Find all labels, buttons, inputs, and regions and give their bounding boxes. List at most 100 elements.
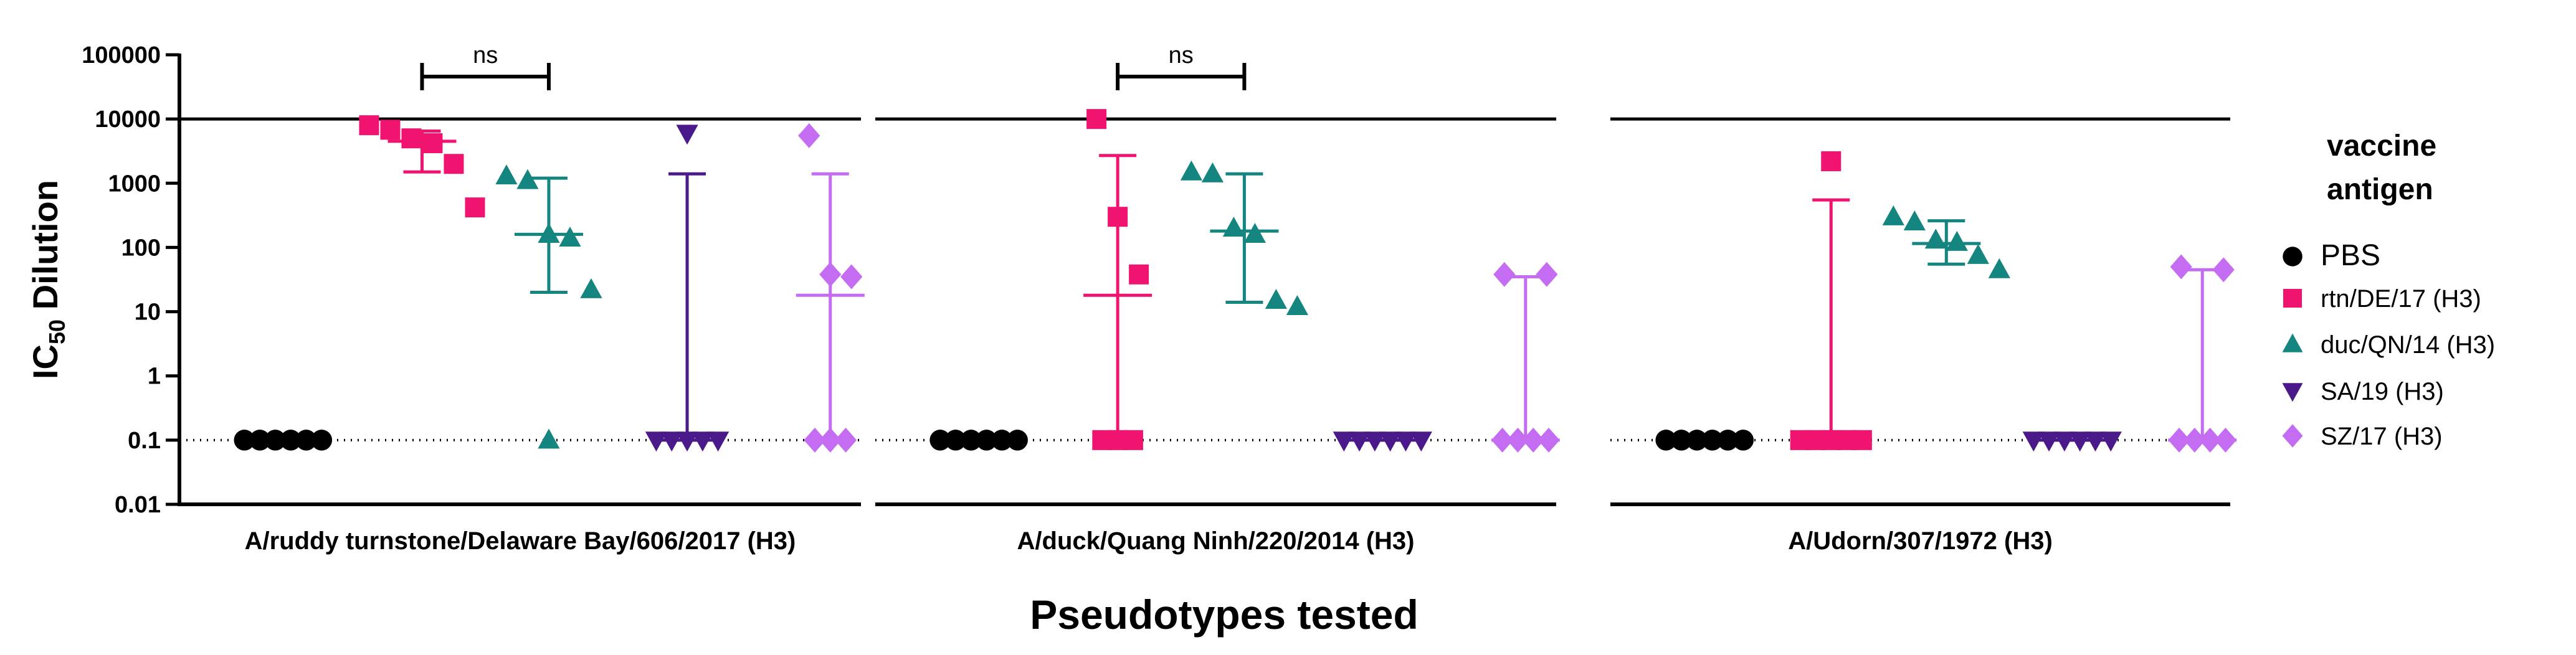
data-point: [295, 430, 317, 451]
data-point: [380, 120, 401, 140]
data-point: [2199, 427, 2222, 453]
data-point: [2099, 431, 2122, 452]
data-point: [1491, 427, 1514, 453]
data-point: [1655, 430, 1677, 451]
data-point: [1222, 216, 1245, 237]
data-point: [1129, 264, 1149, 285]
data-point: [2069, 431, 2091, 452]
data-point: [1536, 262, 1558, 287]
legend-title: vaccine: [2327, 130, 2436, 163]
data-point: [1180, 160, 1203, 181]
legend-label: rtn/DE/17 (H3): [2321, 285, 2481, 313]
data-point: [1821, 151, 1842, 171]
data-point: [2212, 257, 2235, 283]
y-tick-label: 0.01: [115, 492, 161, 518]
data-point: [1286, 295, 1309, 316]
data-point: [359, 115, 379, 136]
data-point: [1201, 162, 1224, 182]
significance-label: ns: [1169, 42, 1194, 68]
data-point: [2084, 431, 2107, 452]
data-point: [401, 128, 422, 149]
data-point: [960, 430, 982, 451]
data-point: [1493, 262, 1516, 287]
data-point: [465, 197, 485, 218]
data-point: [516, 169, 539, 189]
data-point: [1701, 430, 1723, 451]
data-point: [1506, 427, 1529, 453]
data-point: [1686, 430, 1708, 451]
data-point: [1924, 229, 1947, 249]
data-point: [834, 427, 857, 453]
data-point: [840, 264, 863, 290]
data-point: [1123, 430, 1143, 450]
data-point: [2170, 254, 2192, 280]
data-point: [1394, 431, 1417, 452]
data-point: [1946, 230, 1968, 251]
legend-label: SZ/17 (H3): [2321, 423, 2443, 450]
panel-title: A/duck/Quang Ninh/220/2014 (H3): [1017, 527, 1415, 555]
data-point: [1882, 205, 1904, 225]
y-tick-label: 1000: [108, 171, 161, 197]
data-point: [1243, 222, 1267, 243]
data-point: [1851, 430, 1872, 450]
legend-marker: [2282, 424, 2303, 448]
data-point: [1967, 243, 1989, 264]
data-point: [1348, 431, 1371, 452]
legend-label: PBS: [2321, 239, 2380, 272]
data-point: [1522, 427, 1544, 453]
data-point: [692, 431, 714, 452]
legend-label: duc/QN/14 (H3): [2321, 331, 2495, 359]
data-point: [798, 123, 820, 148]
legend-title: antigen: [2327, 173, 2433, 206]
significance-label: ns: [473, 42, 498, 68]
data-point: [2168, 427, 2190, 453]
data-point: [804, 427, 826, 453]
data-point: [1108, 207, 1128, 227]
y-tick-label: 100: [121, 235, 161, 261]
legend-marker: [2283, 289, 2302, 308]
data-point: [1265, 289, 1288, 309]
data-point: [495, 164, 518, 185]
data-point: [2038, 431, 2060, 452]
panel-title: A/Udorn/307/1972 (H3): [1788, 527, 2053, 555]
panel-title: A/ruddy turnstone/Delaware Bay/606/2017 …: [245, 527, 796, 555]
data-point: [1903, 210, 1926, 230]
y-tick-label: 10000: [95, 106, 161, 133]
data-point: [1988, 258, 2010, 278]
data-point: [819, 262, 842, 287]
data-point: [676, 431, 698, 452]
data-point: [645, 431, 668, 452]
data-point: [2184, 427, 2206, 453]
data-point: [311, 430, 333, 451]
legend-marker: [2282, 383, 2303, 402]
data-point: [538, 428, 560, 449]
data-point: [1732, 430, 1754, 451]
data-point: [1379, 431, 1402, 452]
legend: vaccine antigen PBS rtn/DE/17 (H3) duc/QN/14…: [2282, 130, 2495, 450]
data-point: [580, 278, 602, 298]
plot-area: 100000 10000 1000 100 10 1 0.1 0.01 IC50 Dilutio…: [26, 42, 2237, 555]
y-axis-title: IC50 Dilution: [26, 180, 70, 379]
data-point: [676, 125, 698, 145]
data-point: [1333, 431, 1355, 452]
data-point: [991, 430, 1013, 451]
data-point: [280, 430, 302, 451]
x-axis-title: Pseudotypes tested: [1030, 591, 1419, 638]
data-point: [422, 133, 443, 154]
y-tick-label: 0.1: [128, 428, 161, 454]
data-point: [1086, 109, 1107, 130]
y-tick-label: 10: [135, 299, 161, 326]
data-point: [1538, 427, 1560, 453]
y-tick-label: 1: [148, 364, 161, 390]
data-point: [444, 154, 464, 174]
data-point: [1007, 430, 1028, 451]
y-tick-label: 100000: [82, 42, 161, 68]
legend-marker: [2282, 333, 2303, 352]
data-point: [1364, 431, 1386, 452]
data-point: [707, 431, 730, 452]
data-point: [945, 430, 966, 451]
data-point: [819, 427, 842, 453]
legend-label: SA/19 (H3): [2321, 378, 2444, 405]
data-point: [976, 430, 997, 451]
